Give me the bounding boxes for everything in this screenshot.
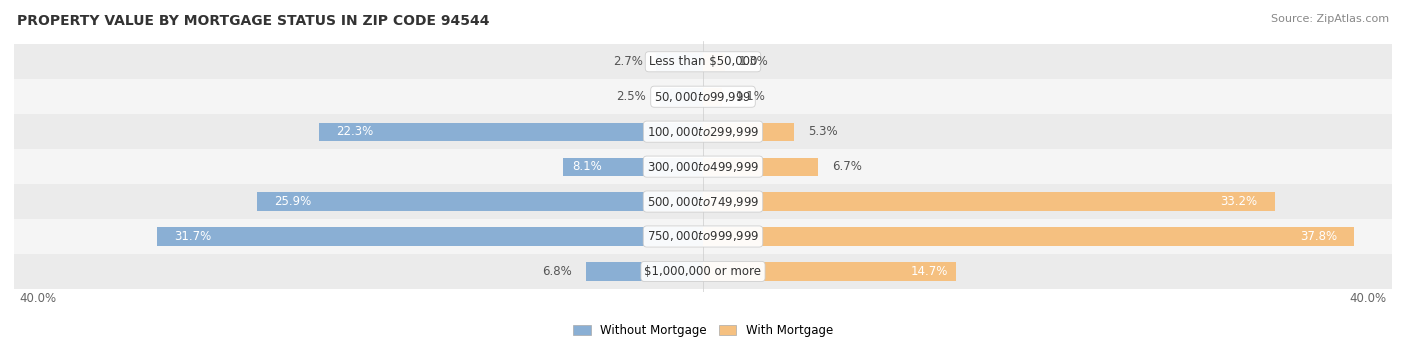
Text: Less than $50,000: Less than $50,000 <box>648 55 758 68</box>
Bar <box>703 227 1354 245</box>
Text: Source: ZipAtlas.com: Source: ZipAtlas.com <box>1271 14 1389 23</box>
Text: 5.3%: 5.3% <box>808 125 838 138</box>
Bar <box>319 123 703 141</box>
Text: 40.0%: 40.0% <box>1350 292 1386 305</box>
Bar <box>14 149 1392 184</box>
Bar <box>703 53 725 71</box>
Text: PROPERTY VALUE BY MORTGAGE STATUS IN ZIP CODE 94544: PROPERTY VALUE BY MORTGAGE STATUS IN ZIP… <box>17 14 489 28</box>
Bar <box>14 79 1392 114</box>
Bar <box>14 114 1392 149</box>
Text: 1.3%: 1.3% <box>740 55 769 68</box>
Bar <box>257 192 703 210</box>
Text: 6.8%: 6.8% <box>543 265 572 278</box>
Bar <box>703 88 721 106</box>
Text: 1.1%: 1.1% <box>735 90 766 103</box>
Bar <box>703 157 818 176</box>
Text: $50,000 to $99,999: $50,000 to $99,999 <box>654 90 752 104</box>
Bar <box>14 44 1392 79</box>
Text: 14.7%: 14.7% <box>910 265 948 278</box>
Bar <box>657 53 703 71</box>
Text: 2.5%: 2.5% <box>616 90 647 103</box>
Text: 37.8%: 37.8% <box>1299 230 1337 243</box>
Bar <box>703 123 794 141</box>
Text: $300,000 to $499,999: $300,000 to $499,999 <box>647 159 759 174</box>
Bar <box>14 219 1392 254</box>
Text: $1,000,000 or more: $1,000,000 or more <box>644 265 762 278</box>
Text: 6.7%: 6.7% <box>832 160 862 173</box>
Text: 40.0%: 40.0% <box>20 292 56 305</box>
Text: 25.9%: 25.9% <box>274 195 311 208</box>
Bar <box>659 88 703 106</box>
Text: 31.7%: 31.7% <box>174 230 211 243</box>
Text: $500,000 to $749,999: $500,000 to $749,999 <box>647 194 759 208</box>
Bar <box>586 262 703 280</box>
Bar <box>14 184 1392 219</box>
Text: $100,000 to $299,999: $100,000 to $299,999 <box>647 125 759 139</box>
Bar <box>703 192 1275 210</box>
Text: 2.7%: 2.7% <box>613 55 643 68</box>
Bar <box>703 262 956 280</box>
Text: 8.1%: 8.1% <box>572 160 602 173</box>
Text: $750,000 to $999,999: $750,000 to $999,999 <box>647 230 759 243</box>
Bar <box>14 254 1392 289</box>
Text: 33.2%: 33.2% <box>1220 195 1257 208</box>
Bar <box>564 157 703 176</box>
Text: 22.3%: 22.3% <box>336 125 374 138</box>
Bar <box>157 227 703 245</box>
Legend: Without Mortgage, With Mortgage: Without Mortgage, With Mortgage <box>568 319 838 340</box>
